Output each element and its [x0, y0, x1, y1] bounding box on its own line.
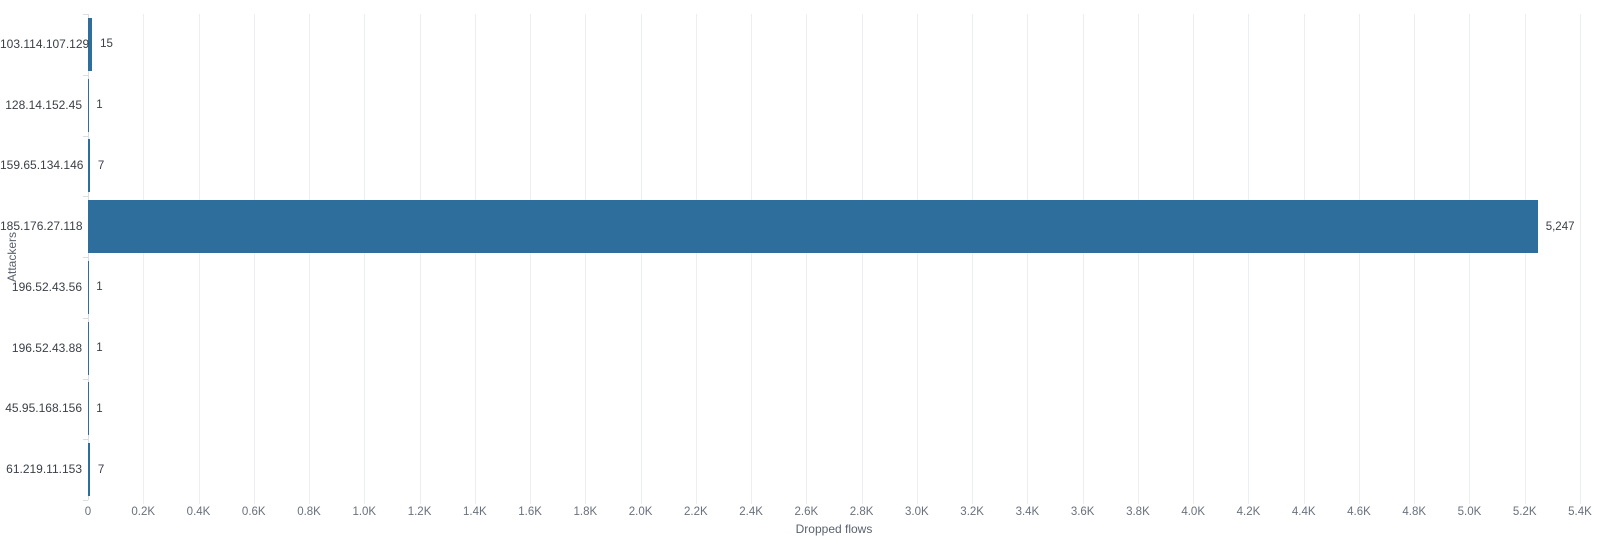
gridline	[198, 14, 200, 504]
gridline	[1248, 14, 1250, 504]
gridline	[364, 14, 366, 504]
y-axis-line	[88, 14, 89, 500]
gridline	[806, 14, 808, 504]
x-axis-title: Dropped flows	[795, 522, 873, 536]
x-tick-label: 0.2K	[131, 506, 156, 518]
gridline	[972, 14, 974, 504]
gridline	[585, 14, 587, 504]
gridline	[1358, 14, 1360, 504]
x-tick-label: 3.6K	[1070, 506, 1095, 518]
bar[interactable]	[88, 443, 90, 497]
x-tick-label: 4.0K	[1181, 506, 1206, 518]
bar-value-label: 15	[100, 38, 113, 51]
gridline	[1524, 14, 1526, 504]
y-axis-tick	[83, 257, 88, 258]
gridline	[695, 14, 697, 504]
x-tick-label: 3.4K	[1015, 506, 1040, 518]
x-tick-label: 1.8K	[573, 506, 598, 518]
gridline	[419, 14, 421, 504]
x-tick-label: 5.2K	[1512, 506, 1537, 518]
x-tick-label: 1.0K	[352, 506, 377, 518]
gridline	[861, 14, 863, 504]
category-label: 61.219.11.153	[6, 462, 82, 477]
gridline	[1027, 14, 1029, 504]
x-tick-label: 1.2K	[407, 506, 432, 518]
x-tick-label: 1.4K	[462, 506, 487, 518]
bar-value-label: 7	[97, 463, 105, 476]
x-tick-label: 0.4K	[186, 506, 211, 518]
x-tick-label: 2.2K	[684, 506, 708, 518]
x-tick-label: 1.6K	[518, 506, 542, 518]
bar-value-label: 1	[96, 281, 103, 294]
x-tick-label: 5.0K	[1457, 506, 1482, 518]
x-tick-label: 4.8K	[1402, 506, 1427, 518]
y-axis-tick	[83, 378, 88, 380]
y-axis-tick	[83, 439, 88, 441]
gridline	[143, 14, 145, 504]
gridline	[1193, 14, 1195, 504]
gridline	[530, 14, 532, 504]
x-tick-label: 3.2K	[960, 506, 984, 518]
y-axis-tick	[83, 317, 88, 319]
gridline	[1414, 14, 1416, 504]
x-tick-label: 5.4K	[1568, 506, 1592, 518]
gridline	[916, 14, 918, 504]
bar-value-label: 7	[97, 159, 105, 172]
gridline	[253, 14, 255, 504]
y-axis-tick	[83, 74, 88, 76]
x-tick-label: 0.8K	[297, 506, 321, 518]
y-axis-tick	[83, 14, 88, 15]
gridline	[751, 14, 753, 504]
category-label: 185.176.27.118	[0, 219, 83, 234]
x-tick-label: 3.0K	[905, 506, 929, 518]
category-label: 159.65.134.146	[0, 158, 84, 173]
x-tick-label: 2.4K	[739, 506, 763, 518]
x-tick-label: 4.4K	[1291, 506, 1316, 518]
x-tick-label: 4.2K	[1236, 506, 1261, 518]
bar-value-label: 5,247	[1545, 220, 1575, 233]
gridline	[1580, 14, 1581, 504]
gridline	[1082, 14, 1084, 504]
x-tick-label: 2.6K	[794, 506, 819, 518]
category-label: 196.52.43.88	[11, 340, 82, 355]
gridline	[1469, 14, 1471, 504]
y-axis-tick	[83, 196, 88, 198]
bar[interactable]	[88, 139, 90, 193]
category-label: 128.14.152.45	[5, 97, 82, 112]
gridline	[474, 14, 476, 504]
y-axis-tick	[83, 135, 88, 137]
bar[interactable]	[88, 200, 1538, 254]
y-axis-title: Attackers	[5, 231, 19, 283]
x-tick-label: 0	[84, 506, 92, 518]
x-tick-label: 3.8K	[1126, 506, 1150, 518]
x-tick-label: 2.8K	[849, 506, 874, 518]
bar[interactable]	[88, 17, 93, 71]
x-tick-label: 2.0K	[628, 506, 653, 518]
gridline	[309, 14, 311, 504]
bar-value-label: 1	[96, 99, 103, 112]
category-label: 103.114.107.129	[0, 36, 90, 51]
y-axis-tick	[83, 500, 88, 501]
gridline	[1137, 14, 1139, 504]
gridline	[640, 14, 642, 504]
x-tick-label: 0.6K	[241, 506, 266, 518]
category-label: 196.52.43.56	[11, 279, 82, 294]
bar-value-label: 1	[96, 342, 103, 355]
bar-value-label: 1	[96, 402, 103, 415]
plot-area: 15 1 7 5,247 1 1 1 7	[83, 14, 1581, 504]
x-tick-label: 4.6K	[1347, 506, 1371, 518]
category-label: 45.95.168.156	[5, 401, 82, 416]
gridline	[1303, 14, 1305, 504]
